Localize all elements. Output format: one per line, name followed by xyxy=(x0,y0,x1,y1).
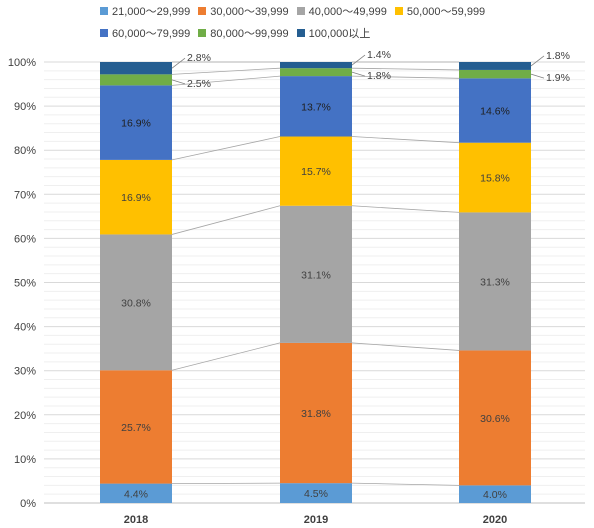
series-line xyxy=(351,482,460,486)
series-line xyxy=(351,75,460,79)
data-label: 13.7% xyxy=(301,101,331,113)
y-tick-label: 30% xyxy=(14,366,36,378)
bar-segment xyxy=(280,76,352,137)
data-label: 1.8% xyxy=(546,50,570,62)
y-tick-label: 40% xyxy=(14,322,36,334)
y-tick-label: 100% xyxy=(8,57,36,69)
data-label-leader xyxy=(351,54,366,66)
data-label: 25.7% xyxy=(121,422,151,434)
legend-item: 60,000～79,999 xyxy=(100,26,190,40)
data-label-leader xyxy=(171,79,186,85)
data-label: 1.4% xyxy=(367,49,391,61)
legend-swatch xyxy=(394,7,403,15)
series-line xyxy=(171,205,281,235)
data-label: 14.6% xyxy=(480,106,510,118)
bar-segment xyxy=(280,68,352,77)
y-tick-label: 80% xyxy=(14,145,36,157)
bar-segment xyxy=(280,136,352,206)
y-tick-label: 0% xyxy=(20,498,36,510)
data-label: 4.5% xyxy=(304,488,328,500)
data-label: 31.1% xyxy=(301,269,331,281)
data-label: 15.7% xyxy=(301,166,331,178)
legend-item: 50,000～59,999 xyxy=(394,4,486,18)
bar-segment xyxy=(100,62,172,75)
bar-segment xyxy=(280,483,352,503)
series-line xyxy=(351,67,460,71)
series-line xyxy=(171,342,281,371)
data-label: 30.8% xyxy=(121,297,151,309)
bar-segment xyxy=(459,69,531,79)
data-label: 2.8% xyxy=(187,52,211,64)
legend-swatch xyxy=(198,29,207,37)
bar-segment xyxy=(100,483,172,503)
data-label-leader xyxy=(351,71,366,77)
data-label: 2.5% xyxy=(187,78,211,90)
bar-segment xyxy=(459,212,531,351)
data-label: 16.9% xyxy=(121,192,151,204)
y-tick-label: 70% xyxy=(14,189,36,201)
legend-swatch xyxy=(100,29,108,37)
x-tick-label: 2019 xyxy=(304,514,328,526)
x-tick-label: 2018 xyxy=(124,514,148,526)
y-tick-label: 60% xyxy=(14,233,36,245)
legend-swatch xyxy=(296,7,305,15)
data-label-leader xyxy=(171,57,186,69)
legend-item: 100,000以上 xyxy=(296,26,371,40)
bar-segment xyxy=(459,142,531,213)
data-label: 31.8% xyxy=(301,408,331,420)
series-line xyxy=(171,75,281,86)
legend-label: 21,000～29,999 xyxy=(112,6,191,18)
bar-segment xyxy=(100,74,172,86)
legend-item: 21,000～29,999 xyxy=(100,4,190,18)
bar-segment xyxy=(280,205,352,343)
series-line xyxy=(171,136,281,161)
data-label: 1.8% xyxy=(367,70,391,82)
legend-item: 30,000～39,999 xyxy=(198,4,289,18)
bar-segment xyxy=(459,78,531,143)
legend-label: 60,000～79,999 xyxy=(112,28,191,40)
bar-segment xyxy=(100,159,172,235)
data-label: 4.0% xyxy=(483,489,507,501)
series-line xyxy=(351,136,460,144)
series-line xyxy=(351,205,460,213)
data-label-leader xyxy=(530,73,545,79)
bar-segment xyxy=(100,85,172,160)
legend-item: 80,000～99,999 xyxy=(198,26,289,40)
data-label: 15.8% xyxy=(480,173,510,185)
chart-legend: 21,000～29,999 30,000～39,999 40,000～49,999 5… xyxy=(100,4,540,40)
y-tick-label: 20% xyxy=(14,410,36,422)
bar-segment xyxy=(459,62,531,70)
bar-segment xyxy=(459,485,531,503)
series-line xyxy=(351,342,460,351)
legend-label: 30,000～39,999 xyxy=(210,6,289,18)
legend-swatch xyxy=(198,7,207,15)
y-tick-label: 50% xyxy=(14,278,36,290)
y-tick-label: 90% xyxy=(14,101,36,113)
bar-segment xyxy=(100,234,172,371)
bar-segment xyxy=(280,62,352,69)
bar-segment xyxy=(100,370,172,484)
bar-segment xyxy=(459,350,531,486)
data-label: 31.3% xyxy=(480,276,510,288)
series-line xyxy=(171,67,281,75)
bar-segment xyxy=(280,342,352,484)
legend-swatch xyxy=(100,7,108,15)
data-label-leader xyxy=(530,55,545,67)
legend-item: 40,000～49,999 xyxy=(296,4,387,18)
x-tick-label: 2020 xyxy=(483,514,507,526)
legend-swatch xyxy=(296,29,305,37)
data-label: 4.4% xyxy=(124,488,148,500)
data-label: 1.9% xyxy=(546,72,570,84)
legend-label: 100,000以上 xyxy=(308,28,371,40)
y-tick-label: 10% xyxy=(14,454,36,466)
data-label: 16.9% xyxy=(121,118,151,130)
legend-row: 21,000～29,999 30,000～39,999 40,000～49,999 5… xyxy=(100,4,540,40)
data-label: 30.6% xyxy=(480,413,510,425)
legend-label: 50,000～59,999 xyxy=(406,6,486,18)
legend-label: 40,000～49,999 xyxy=(308,6,387,18)
legend-label: 80,000～99,999 xyxy=(210,28,289,40)
